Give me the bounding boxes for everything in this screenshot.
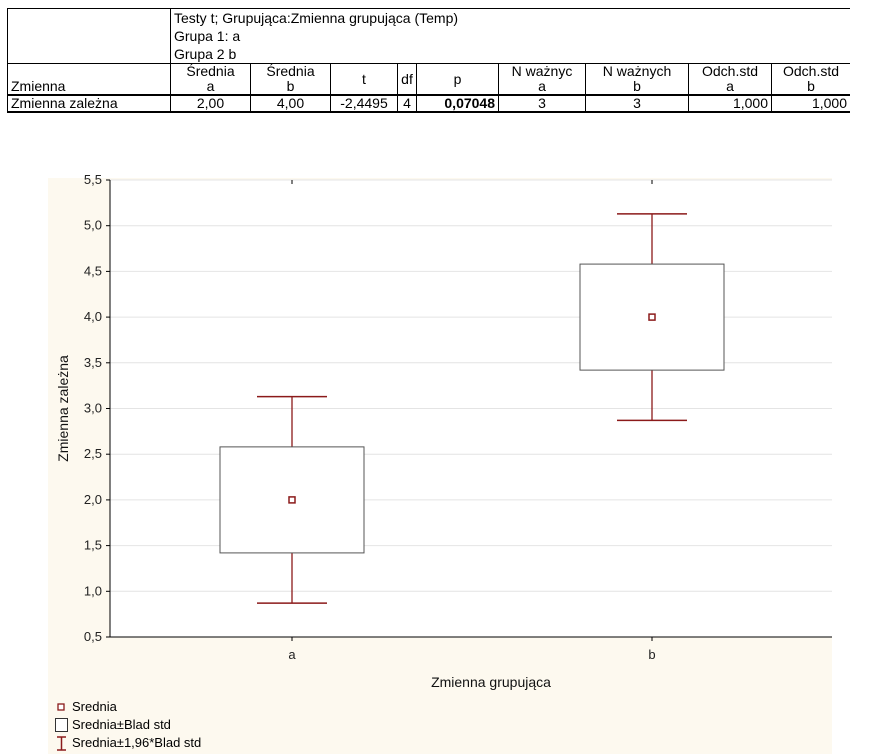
table-title-line-3: Grupa 2 b	[174, 46, 237, 62]
value-n-a: 3	[498, 94, 586, 113]
column-header-row: Zmienna Średnia a Średnia b t df p N ważny…	[7, 63, 850, 96]
y-tick-label: 4,0	[84, 309, 102, 324]
legend-item-whisker: Srednia±1,96*Blad std	[54, 734, 201, 752]
legend-label-mean: Srednia	[72, 699, 117, 714]
y-tick-label: 2,5	[84, 446, 102, 461]
y-tick-label: 5,5	[84, 172, 102, 187]
value-sd-b: 1,000	[771, 94, 850, 113]
table-row: Zmienna zależna 2,00 4,00 -2,4495 4 0,07…	[7, 94, 850, 113]
col-header-t: t	[330, 63, 398, 96]
t-test-results-table: Testy t; Grupująca:Zmienna grupująca (Te…	[7, 8, 850, 113]
value-mean-b: 4,00	[250, 94, 331, 113]
table-title-line-2: Grupa 1: a	[174, 28, 241, 44]
box-icon	[54, 717, 70, 733]
col-header-n-b: N ważnych b	[585, 63, 689, 96]
value-sd-a: 1,000	[688, 94, 772, 113]
legend-label-box: Srednia±Blad std	[72, 717, 171, 732]
legend-item-box: Srednia±Blad std	[54, 716, 201, 734]
whisker-icon	[54, 735, 70, 751]
col-header-sd-a: Odch.std a	[688, 63, 772, 96]
x-tick-label: a	[288, 647, 296, 662]
value-p: 0,07048	[416, 94, 499, 113]
value-mean-a: 2,00	[170, 94, 251, 113]
y-tick-label: 1,5	[84, 538, 102, 553]
y-tick-label: 5,0	[84, 218, 102, 233]
x-axis-label: Zmienna grupująca	[431, 674, 551, 690]
table-title-row: Testy t; Grupująca:Zmienna grupująca (Te…	[7, 8, 850, 64]
y-tick-label: 1,0	[84, 583, 102, 598]
row-variable-name: Zmienna zależna	[7, 94, 171, 113]
mean-marker	[288, 496, 296, 504]
y-tick-label: 4,5	[84, 263, 102, 278]
table-title-line-1: Testy t; Grupująca:Zmienna grupująca (Te…	[174, 10, 459, 26]
legend: Srednia Srednia±Blad std Srednia±1,96*Bl…	[54, 698, 201, 752]
mean-marker	[648, 313, 656, 321]
col-header-n-a: N ważnyc a	[498, 63, 586, 96]
y-axis-label: Zmienna zależna	[55, 355, 71, 462]
legend-item-mean: Srednia	[54, 698, 201, 716]
y-tick-label: 2,0	[84, 492, 102, 507]
y-tick-label: 3,5	[84, 355, 102, 370]
mean-marker-icon	[54, 699, 70, 715]
table-title-cell: Testy t; Grupująca:Zmienna grupująca (Te…	[170, 8, 850, 64]
y-tick-label: 0,5	[84, 629, 102, 644]
y-tick-label: 3,0	[84, 401, 102, 416]
table-corner-cell	[7, 8, 171, 64]
x-tick-label: b	[648, 647, 655, 662]
legend-label-whisker: Srednia±1,96*Blad std	[72, 735, 202, 750]
